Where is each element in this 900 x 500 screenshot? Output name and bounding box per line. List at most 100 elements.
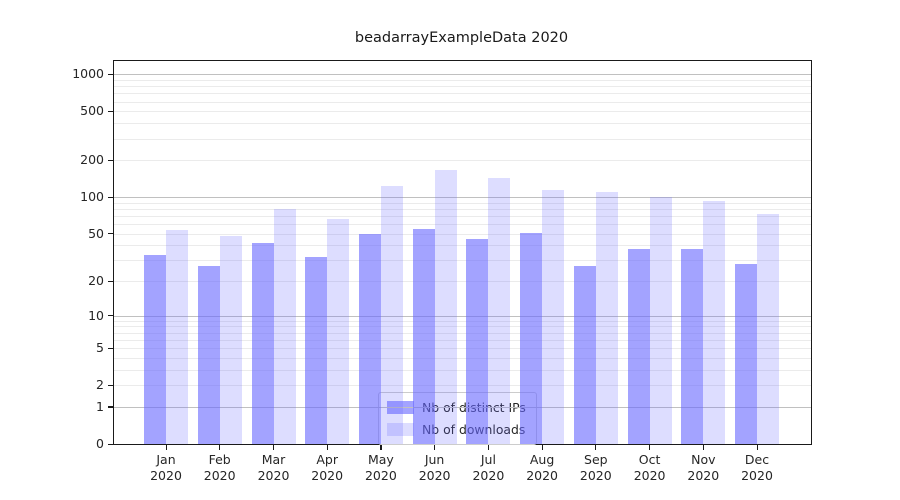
plot-area: Nb of distinct IPs Nb of downloads 0 1 2 5 1… — [72, 60, 812, 483]
x-tick — [380, 445, 382, 450]
bar-downloads-sep — [595, 191, 618, 444]
x-tick-label: Sep 2020 — [579, 452, 612, 483]
bar-distinct-ips-jul — [466, 239, 489, 444]
legend-swatch-downloads — [387, 423, 414, 436]
y-tick — [108, 73, 113, 75]
gridline-minor — [114, 208, 811, 210]
gridline-minor — [114, 79, 811, 81]
bar-downloads-mar — [273, 208, 296, 444]
gridline-minor — [114, 260, 811, 262]
x-tick-label: Jul 2020 — [472, 452, 505, 483]
bar-distinct-ips-feb — [197, 265, 220, 444]
bar-distinct-ips-jan — [144, 255, 166, 444]
gridline-minor — [114, 93, 811, 95]
gridline-major — [114, 197, 811, 198]
y-tick-label: 0 — [96, 436, 104, 451]
bar-distinct-ips-dec — [735, 263, 757, 444]
x-tick — [487, 445, 490, 450]
x-tick — [434, 445, 436, 450]
y-tick-label: 500 — [80, 103, 104, 119]
bar-downloads-jul — [488, 178, 511, 444]
bar-downloads-nov — [703, 201, 726, 444]
y-tick — [108, 280, 113, 282]
gridline-minor — [114, 326, 811, 328]
x-tick — [219, 445, 221, 450]
y-tick — [108, 443, 113, 445]
y-tick — [108, 347, 113, 349]
y-tick-label: 1 — [96, 398, 104, 414]
y-tick — [108, 196, 113, 198]
y-tick-label: 2 — [96, 377, 104, 393]
x-tick — [541, 445, 543, 450]
bar-downloads-dec — [757, 213, 779, 444]
legend: Nb of distinct IPs Nb of downloads — [378, 392, 537, 445]
x-tick-label: Feb 2020 — [203, 452, 236, 483]
x-tick-label: Mar 2020 — [257, 452, 290, 483]
gridline-minor — [114, 281, 811, 282]
gridline-minor — [114, 111, 811, 113]
x-tick — [595, 445, 597, 450]
gridline-minor — [114, 332, 811, 334]
x-tick-label: Aug 2020 — [526, 452, 558, 483]
x-tick-label: Dec 2020 — [741, 452, 773, 483]
x-tick-label: Nov 2020 — [687, 452, 720, 483]
gridline-major — [114, 315, 811, 317]
gridline-minor — [114, 101, 811, 103]
x-tick-label: Jun 2020 — [418, 452, 451, 483]
bar-downloads-aug — [542, 190, 565, 444]
gridline-minor — [114, 369, 811, 371]
y-tick — [108, 159, 113, 161]
gridline-minor — [114, 138, 811, 140]
x-tick-label: Jan 2020 — [150, 452, 182, 483]
gridline-minor — [114, 202, 811, 204]
bar-distinct-ips-may — [358, 233, 381, 444]
y-tick — [108, 315, 113, 317]
bar-distinct-ips-jun — [412, 228, 435, 444]
y-tick-label: 100 — [80, 189, 104, 204]
bar-distinct-ips-nov — [681, 249, 704, 444]
gridline-major — [114, 74, 811, 76]
gridline-minor — [114, 320, 811, 322]
y-tick — [108, 110, 113, 112]
bar-distinct-ips-mar — [251, 242, 274, 444]
gridline-minor — [114, 385, 811, 387]
bar-downloads-feb — [219, 235, 242, 444]
y-tick-label: 20 — [88, 273, 104, 288]
bar-downloads-may — [380, 186, 403, 444]
x-tick — [756, 445, 758, 450]
x-tick — [326, 445, 328, 450]
bar-distinct-ips-apr — [305, 256, 328, 444]
bar-downloads-apr — [327, 218, 350, 444]
gridline-minor — [114, 123, 811, 125]
chart-title: beadarrayExampleData 2020 — [354, 30, 569, 46]
y-tick — [108, 384, 113, 386]
y-tick-label: 5 — [96, 340, 104, 356]
bar-downloads-jan — [166, 229, 188, 444]
bar-downloads-oct — [649, 197, 672, 444]
x-tick — [165, 445, 167, 450]
bar-distinct-ips-aug — [520, 232, 543, 444]
x-tick-label: Apr 2020 — [311, 452, 344, 483]
bar-distinct-ips-oct — [627, 249, 650, 444]
y-tick — [108, 406, 113, 408]
gridline-minor — [114, 224, 811, 225]
gridline-minor — [114, 160, 811, 162]
x-tick-label: May 2020 — [364, 452, 397, 483]
y-tick-label: 200 — [80, 152, 104, 168]
gridline-minor — [114, 339, 811, 341]
bar-downloads-jun — [434, 170, 457, 444]
y-tick-label: 1000 — [72, 66, 104, 82]
y-tick-label: 10 — [88, 307, 104, 323]
gridline-minor — [114, 233, 811, 235]
x-tick — [649, 445, 651, 450]
gridline-minor — [114, 245, 811, 247]
x-tick — [702, 445, 704, 450]
gridline-major — [114, 406, 811, 408]
bar-distinct-ips-sep — [573, 265, 596, 444]
gridline-minor — [114, 215, 811, 217]
y-tick-label: 50 — [88, 225, 104, 241]
x-tick — [273, 445, 275, 450]
y-tick — [108, 233, 113, 235]
gridline-minor — [114, 86, 811, 88]
